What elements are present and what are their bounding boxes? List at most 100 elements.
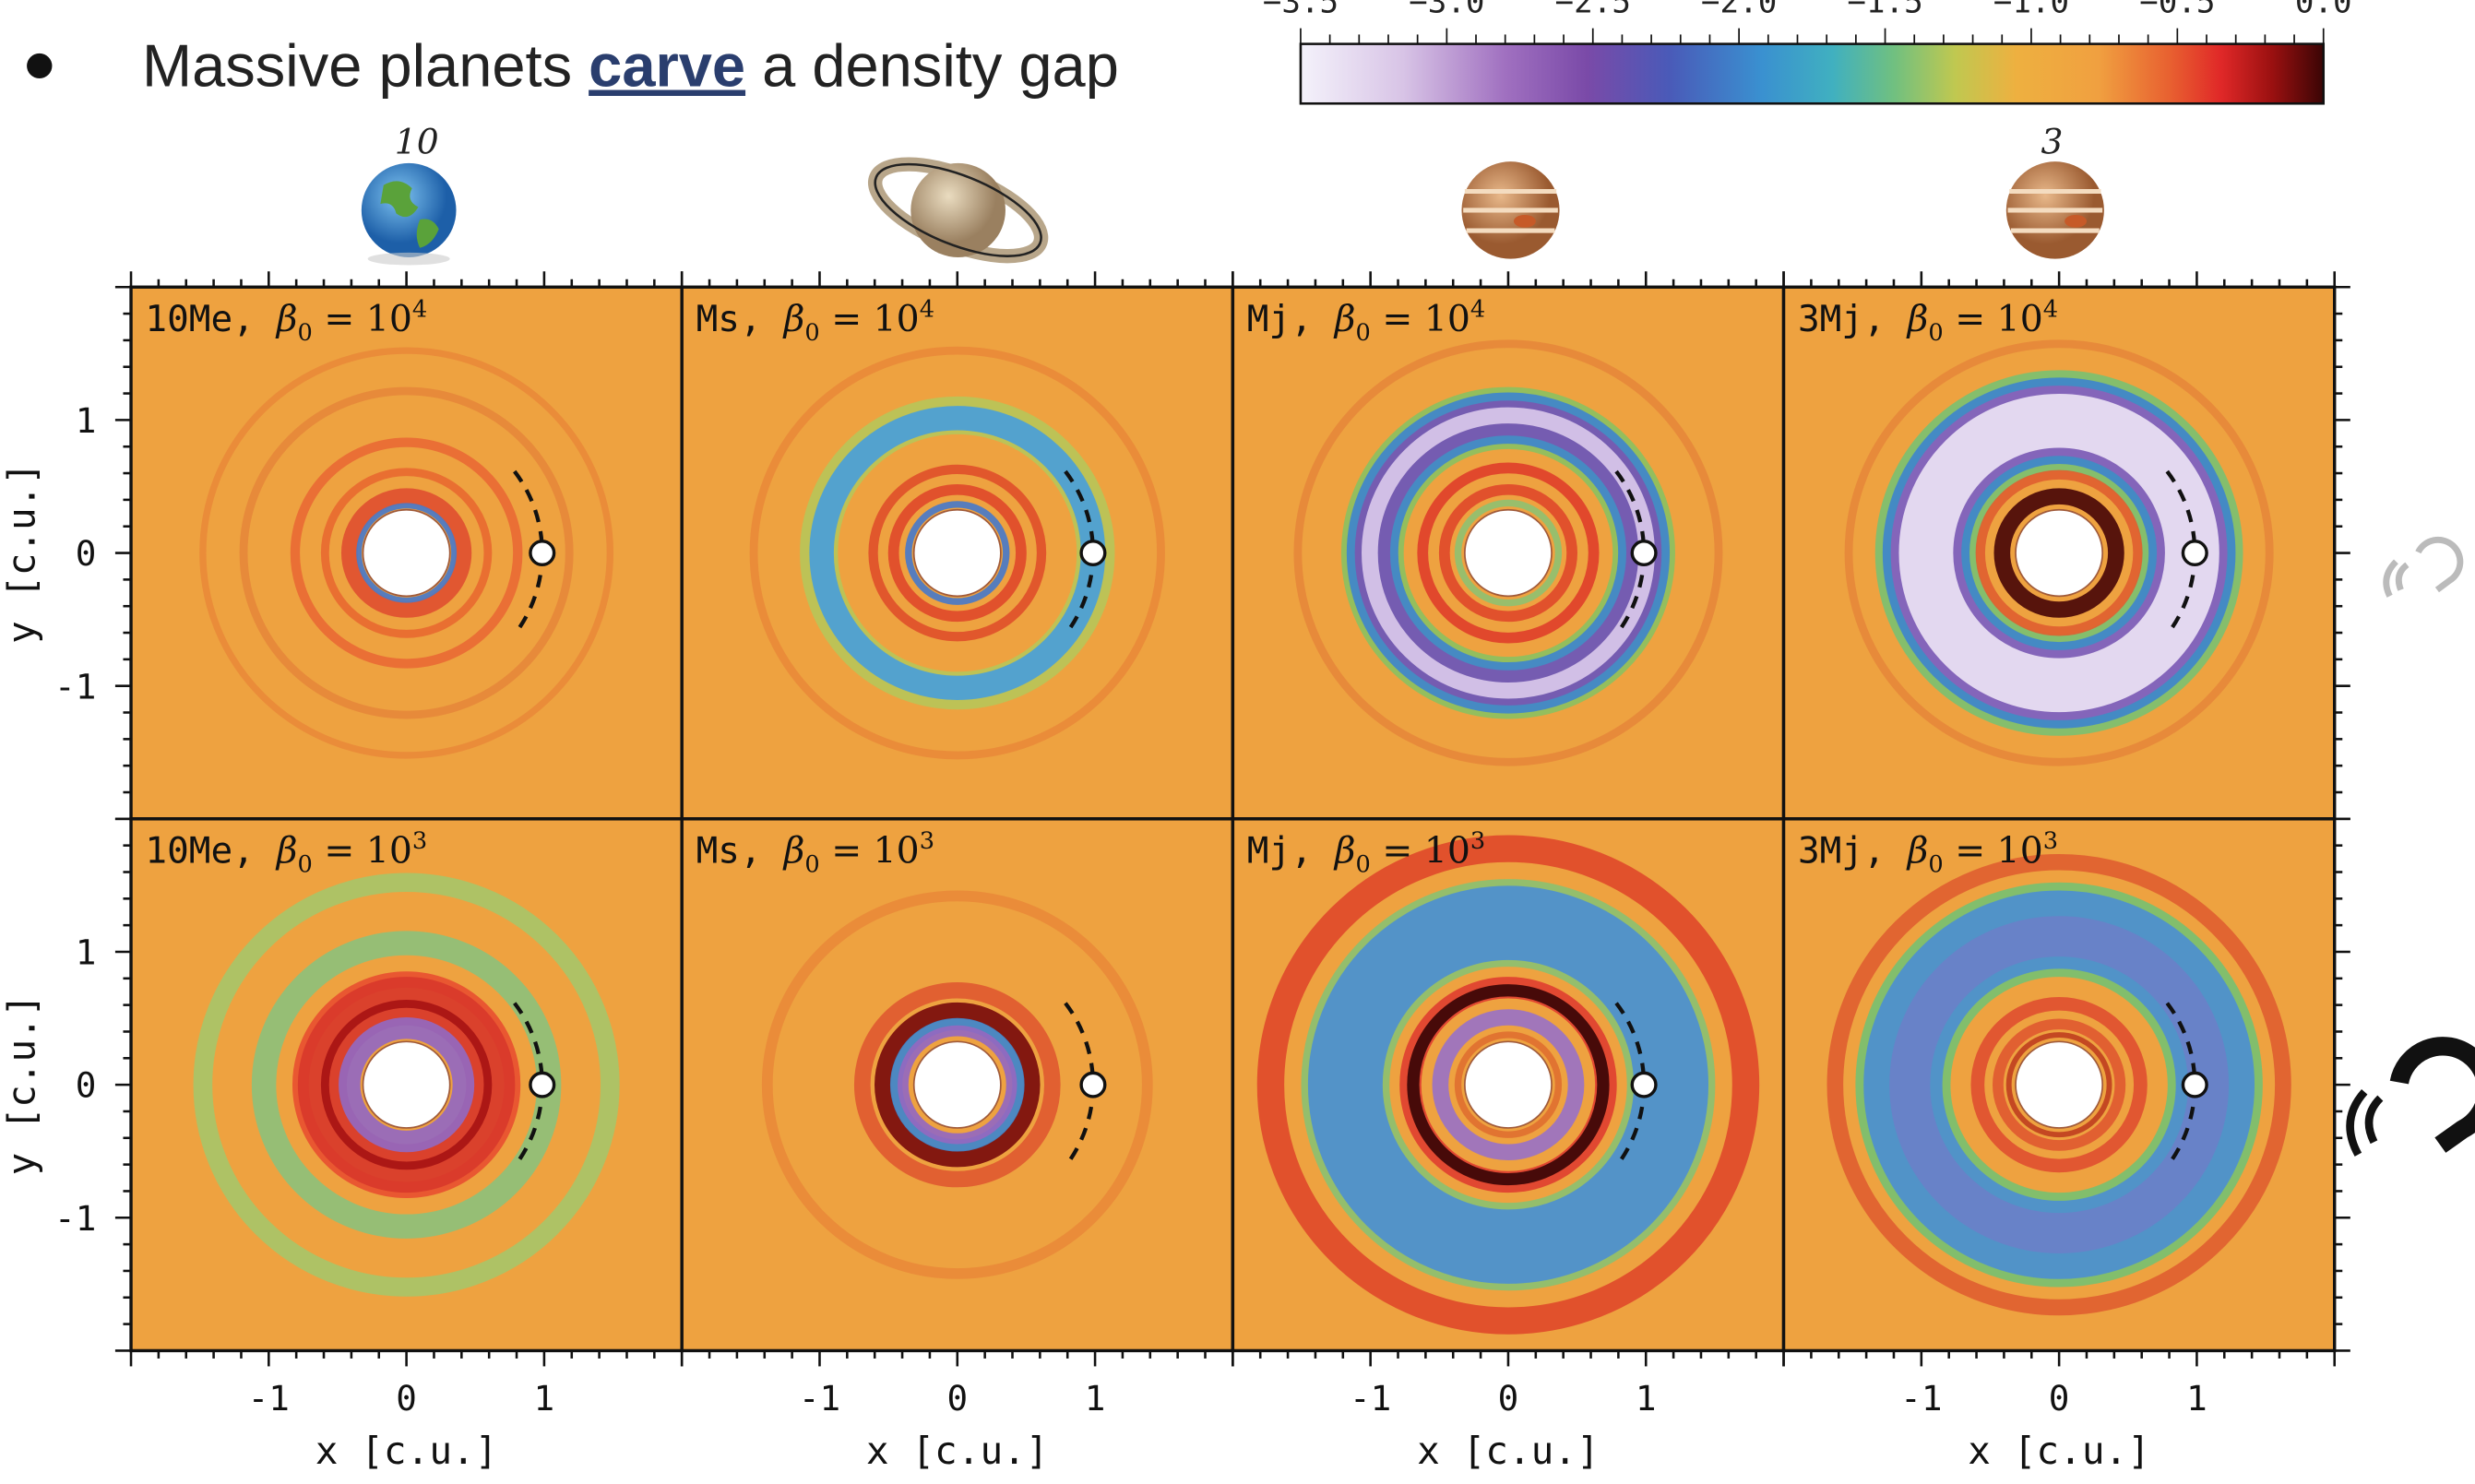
panel-equals: = 10: [1944, 831, 2043, 873]
x-tick-label: -1: [1900, 1378, 1942, 1419]
density-ring: [199, 347, 614, 759]
panel-model: Ms,: [696, 831, 762, 873]
panel-exponent: 4: [2043, 296, 2058, 324]
panel-equals: = 10: [1944, 299, 2043, 340]
panel-label: Mj, β0 = 103: [1247, 827, 1485, 878]
density-ring: [1827, 854, 2291, 1316]
density-ring: [2005, 1032, 2112, 1138]
panel-exponent: 3: [1470, 827, 1485, 855]
panel-exponent: 4: [1470, 296, 1485, 324]
planet-marker: [2181, 540, 2208, 567]
density-ring: [320, 468, 493, 638]
colorbar: [1299, 42, 2326, 105]
orbit-arc: [1064, 469, 1095, 636]
panel-subscript: 0: [804, 319, 819, 347]
density-panel: [1232, 818, 1784, 1351]
planet-marker: [1079, 540, 1107, 567]
panel-label: Mj, β0 = 104: [1247, 296, 1485, 347]
panel-beta: β: [782, 299, 805, 340]
planet-marker: [2181, 1071, 2208, 1098]
panel-label: 3Mj, β0 = 103: [1798, 827, 2058, 878]
panel-equals: = 10: [820, 299, 920, 340]
panel-model: 10Me,: [145, 831, 254, 873]
density-ring: [853, 981, 1061, 1188]
jupiter-icon: [1461, 161, 1560, 259]
density-ring: [1970, 997, 2148, 1173]
inner-hole: [1464, 508, 1553, 598]
x-tick-label: 0: [946, 1378, 968, 1419]
panel-equals: = 10: [313, 299, 412, 340]
density-ring: [749, 346, 1165, 760]
panel-model: 10Me,: [145, 299, 254, 340]
saturn-icon: [867, 157, 1049, 264]
bullet-emphasis: carve: [589, 32, 745, 100]
panel-equals: = 10: [1371, 299, 1470, 340]
y-axis-label: y [c.u.]: [0, 994, 44, 1176]
x-tick-label: 0: [1498, 1378, 1519, 1419]
y-tick-label: 0: [76, 533, 97, 574]
panel-equals: = 10: [820, 831, 920, 873]
x-axis-label: x [c.u.]: [866, 1429, 1049, 1473]
y-tick-label: 1: [76, 400, 97, 441]
orbit-arc: [2165, 1002, 2197, 1168]
panel-beta: β: [1333, 831, 1356, 873]
panel-model: 3Mj,: [1798, 299, 1886, 340]
planet-marker: [1079, 1071, 1107, 1098]
density-ring: [868, 464, 1047, 642]
y-tick-label: -1: [54, 666, 96, 706]
inner-hole: [362, 508, 451, 598]
panel-label: Ms, β0 = 104: [696, 296, 934, 347]
density-ring: [875, 1002, 1041, 1168]
panel-subscript: 0: [1928, 319, 1943, 347]
density-ring: [1993, 1018, 2126, 1151]
density-ring: [1438, 483, 1578, 623]
inner-hole: [2015, 1040, 2104, 1129]
bullet-text: Massive planets carve a density gap: [142, 32, 1119, 100]
panel-beta: β: [1906, 299, 1929, 340]
density-ring: [1407, 984, 1610, 1186]
x-tick-label: -1: [799, 1378, 840, 1419]
density-ring: [1844, 339, 2274, 766]
jupiter-icon: [2005, 161, 2104, 259]
panel-beta: β: [1906, 831, 1929, 873]
x-axis-label: x [c.u.]: [315, 1429, 498, 1473]
panel-label: 3Mj, β0 = 104: [1798, 296, 2058, 347]
density-panel: [1232, 287, 1784, 819]
panel-model: Ms,: [696, 299, 762, 340]
panel-model: 3Mj,: [1798, 831, 1886, 873]
density-ring: [1889, 916, 2230, 1253]
x-tick-label: 0: [2049, 1378, 2070, 1419]
colorbar-tick-label: −1.5: [1847, 0, 1922, 21]
density-ring: [1256, 835, 1760, 1335]
colorbar-tick-label: −1.0: [1993, 0, 2069, 21]
inner-hole: [912, 508, 1002, 598]
inner-hole: [362, 1040, 451, 1129]
colorbar-ticks: −3.5 −3.0 −2.5 −2.0 −1.5 −1.0 −0.5 0.0: [1263, 0, 2352, 44]
colorbar-tick-label: −0.5: [2139, 0, 2215, 21]
panel-subscript: 0: [804, 851, 819, 879]
density-ring: [339, 1016, 475, 1153]
x-tick-label: 1: [1636, 1378, 1657, 1419]
bullet-text-before: Massive planets: [142, 32, 589, 100]
panel-exponent: 3: [412, 827, 427, 855]
density-ring: [887, 483, 1027, 623]
planet-marker: [1630, 1071, 1658, 1098]
panel-exponent: 3: [2043, 827, 2058, 855]
icon-label: 10: [395, 122, 439, 162]
orbit-arc: [1064, 1002, 1095, 1168]
panel-equals: = 10: [313, 831, 412, 873]
orbit-arc: [1614, 1002, 1647, 1168]
density-ring: [1975, 469, 2143, 636]
panel-exponent: 3: [920, 827, 934, 855]
panel-subscript: 0: [298, 851, 313, 879]
panel-beta: β: [782, 831, 805, 873]
density-ring: [356, 503, 458, 603]
planet-marker: [1630, 540, 1658, 567]
density-ring: [898, 1025, 1017, 1145]
panel-beta: β: [275, 299, 298, 340]
earth-icon: [361, 162, 457, 266]
y-tick-label: 1: [76, 932, 97, 973]
density-ring: [1454, 1031, 1563, 1138]
